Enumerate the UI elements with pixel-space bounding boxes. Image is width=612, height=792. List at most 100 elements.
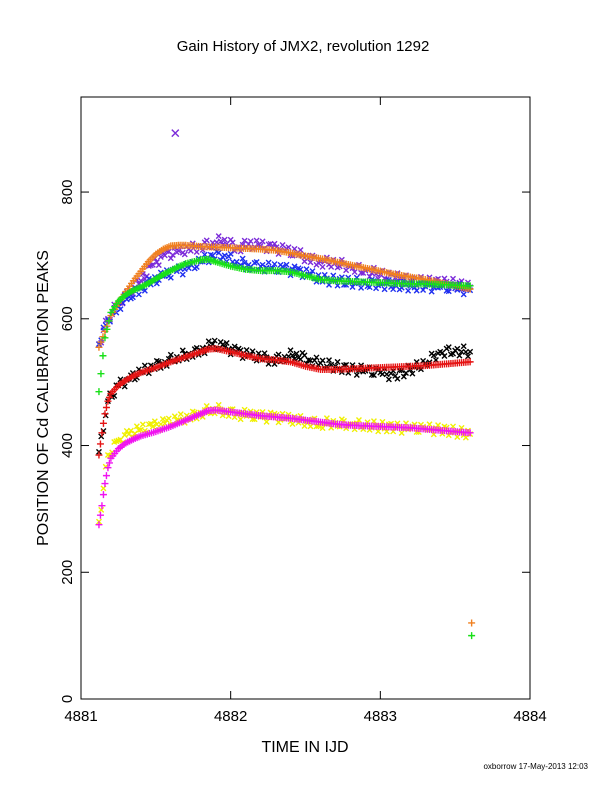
data-point <box>351 269 358 276</box>
data-point <box>243 347 250 354</box>
data-point <box>97 338 105 346</box>
data-point <box>205 338 212 345</box>
data-point <box>353 371 360 378</box>
y-tick-label: 600 <box>59 306 76 331</box>
data-point <box>177 411 184 418</box>
outlier-point <box>171 129 180 138</box>
data-point <box>465 353 471 360</box>
y-tick-label: 0 <box>59 695 76 703</box>
data-point <box>231 343 238 350</box>
data-point <box>155 262 162 269</box>
data-point <box>127 427 134 434</box>
data-point <box>101 410 109 418</box>
data-point <box>263 418 270 425</box>
data-point <box>96 511 104 519</box>
data-point <box>428 288 435 295</box>
data-point <box>193 263 200 270</box>
data-point <box>149 261 156 268</box>
data-point <box>309 268 316 275</box>
data-point <box>259 261 266 268</box>
data-point <box>319 425 326 432</box>
data-point <box>217 238 224 245</box>
data-point <box>215 233 222 240</box>
data-point <box>97 370 105 378</box>
data-point <box>456 352 463 359</box>
data-point <box>104 397 112 405</box>
data-point <box>211 337 218 344</box>
data-point <box>99 419 107 427</box>
data-point <box>313 354 320 361</box>
data-point <box>259 238 266 245</box>
data-point <box>96 440 104 448</box>
data-point <box>141 362 148 369</box>
data-point <box>445 288 452 295</box>
data-point <box>293 350 300 357</box>
data-point <box>181 266 188 273</box>
data-point <box>383 371 390 378</box>
data-point <box>139 421 146 428</box>
data-point <box>105 393 113 401</box>
data-point <box>460 343 467 350</box>
data-point <box>366 273 373 280</box>
y-tick-label: 200 <box>59 560 76 585</box>
data-point <box>381 286 388 293</box>
data-point <box>117 306 124 313</box>
data-point <box>105 317 113 325</box>
data-point <box>265 259 272 266</box>
data-point <box>223 340 230 347</box>
data-point <box>105 459 113 467</box>
data-point <box>203 237 210 244</box>
data-point <box>355 417 362 424</box>
data-point <box>135 291 142 298</box>
data-point <box>307 423 314 430</box>
data-point <box>95 521 103 529</box>
data-point <box>390 286 397 293</box>
data-point <box>99 491 107 499</box>
data-point <box>319 357 326 364</box>
data-point <box>441 352 448 359</box>
data-point <box>179 271 186 278</box>
footer-credit: oxborrow 17-May-2013 12:03 <box>483 762 588 771</box>
plot-frame <box>80 96 531 700</box>
data-point <box>104 464 112 472</box>
data-point <box>307 259 314 266</box>
y-tick-label: 800 <box>59 180 76 205</box>
data-point <box>98 429 106 437</box>
data-point <box>253 237 260 244</box>
x-axis-label: TIME IN IJD <box>261 739 348 756</box>
data-point <box>454 345 461 352</box>
data-point <box>358 269 365 276</box>
data-point <box>95 343 103 351</box>
data-point <box>319 263 326 270</box>
data-point <box>343 267 350 274</box>
data-point <box>450 350 457 357</box>
data-point <box>291 263 298 270</box>
data-point <box>385 376 392 383</box>
data-point <box>289 352 296 359</box>
data-point <box>241 259 248 266</box>
data-point <box>466 358 474 366</box>
data-point <box>157 253 164 260</box>
data-point <box>237 416 244 423</box>
data-point <box>247 238 254 245</box>
data-point <box>167 274 174 281</box>
x-tick-label: 4883 <box>364 708 397 725</box>
data-point <box>370 372 377 379</box>
data-point <box>151 418 158 425</box>
data-point <box>99 352 107 360</box>
data-point <box>303 266 310 273</box>
data-point <box>185 265 192 272</box>
data-point <box>95 388 103 396</box>
data-point <box>358 284 365 291</box>
data-point <box>430 352 437 359</box>
data-point <box>117 436 124 443</box>
data-point <box>287 347 294 354</box>
data-point <box>102 404 110 412</box>
data-point <box>167 255 174 262</box>
data-point <box>193 248 200 255</box>
data-point <box>398 429 405 436</box>
data-point <box>467 348 474 355</box>
data-point <box>394 375 401 382</box>
data-point <box>400 373 407 380</box>
data-point <box>405 287 412 294</box>
